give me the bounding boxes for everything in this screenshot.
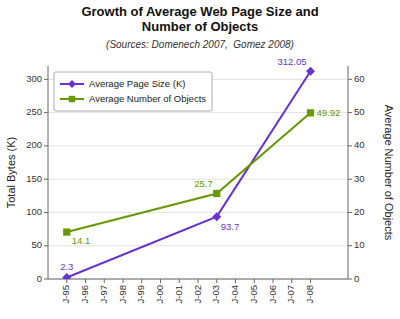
data-label: 49.92 [317,107,341,118]
marker [307,109,314,116]
y-tick [44,179,48,180]
x-tick [198,279,199,283]
grid-line [48,112,348,113]
x-tick-label: J-00 [154,285,165,303]
series-line [67,113,311,232]
y2-tick [348,279,352,280]
y-tick-label: 0 [37,273,42,284]
y2-axis-label: Average Number of Objects [383,105,395,241]
y-tick-label: 150 [26,173,42,184]
y-tick [44,112,48,113]
legend-label: Average Number of Objects [89,93,206,104]
x-tick-label: J-01 [173,285,184,303]
x-tick [123,279,124,283]
x-tick [310,279,311,283]
grid-line [48,245,348,246]
y-tick-label: 50 [31,239,42,250]
y-tick [44,145,48,146]
y-tick-label: 200 [26,139,42,150]
y-tick [44,79,48,80]
y-axis-label: Total Bytes (K) [5,137,17,209]
y2-tick [348,112,352,113]
x-tick-label: J-99 [135,285,146,303]
y2-tick-label: 30 [354,173,365,184]
x-tick-label: J-06 [267,285,278,303]
y2-tick-label: 60 [354,73,365,84]
title-line: Growth of Average Web Page Size and [81,4,318,19]
x-tick-label: J-96 [79,285,90,303]
grid-line [48,145,348,146]
x-tick [66,279,67,283]
x-tick [235,279,236,283]
data-label: 2.3 [60,261,73,272]
y2-tick [348,245,352,246]
x-tick-label: J-04 [229,285,240,303]
y-tick-label: 300 [26,73,42,84]
marker [69,96,75,102]
y2-tick-label: 20 [354,206,365,217]
y-tick-label: 100 [26,206,42,217]
subtitle: (Sources: Domenech 2007, Gomez 2008) [106,39,294,50]
x-tick-label: J-02 [192,285,203,303]
x-tick-label: J-08 [304,285,315,303]
x-tick [254,279,255,283]
y-tick [44,245,48,246]
y-tick [44,279,48,280]
y2-tick [348,145,352,146]
marker [62,273,71,279]
x-tick-label: J-05 [248,285,259,303]
y2-tick [348,79,352,80]
marker [213,190,220,197]
plot-marks [62,67,315,279]
plot-area [48,66,348,279]
x-tick-label: J-97 [98,285,109,303]
x-tick [179,279,180,283]
y2-tick-label: 0 [354,273,359,284]
data-label: 93.7 [221,221,240,232]
legend-label: Average Page Size (K) [89,78,185,89]
chart: 0 50 100 150 200 250 300 0 10 20 30 40 50 60 J-95 J-96 J… [0,0,400,319]
marker [63,228,70,235]
y2-tick-label: 40 [354,139,365,150]
marker [306,67,315,76]
x-tick-label: J-03 [210,285,221,303]
x-tick [216,279,217,283]
data-label: 25.7 [194,178,213,189]
x-tick-label: J-95 [60,285,71,303]
y-tick [44,212,48,213]
y2-tick [348,212,352,213]
x-tick [273,279,274,283]
legend-box [54,72,212,111]
legend: Average Page Size (K) Average Number of O… [54,72,212,111]
data-label: 14.1 [72,235,91,246]
y2-tick-label: 50 [354,106,365,117]
x-tick [104,279,105,283]
y2-tick [348,179,352,180]
y2-tick-label: 10 [354,239,365,250]
title: Growth of Average Web Page Size andNumbe… [81,4,318,34]
x-tick-label: J-98 [117,285,128,303]
title-line: Number of Objects [142,19,258,34]
x-tick-label: J-07 [285,285,296,303]
marker [68,80,76,88]
y2-axis-line [348,66,349,279]
series-line [67,71,311,277]
x-tick [85,279,86,283]
x-tick [160,279,161,283]
x-tick [291,279,292,283]
x-tick [141,279,142,283]
grid-line [48,212,348,213]
data-label: 312.05 [277,56,306,67]
y-tick-label: 250 [26,106,42,117]
y-axis-line [48,66,49,279]
